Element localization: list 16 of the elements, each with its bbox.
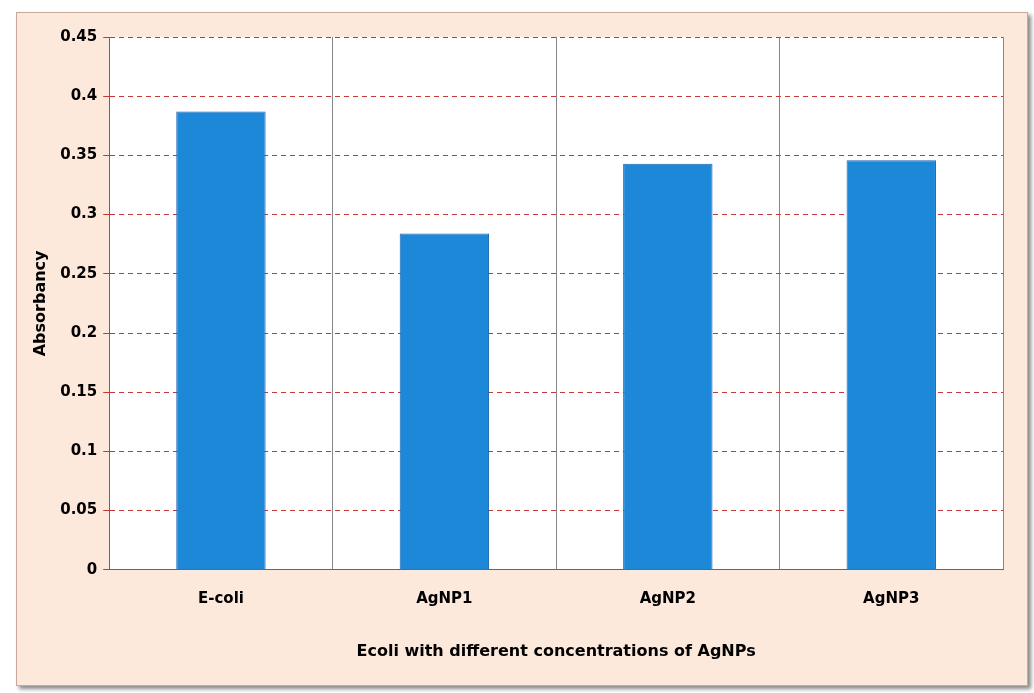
y-tick-label: 0.2 [70,322,98,341]
x-tick-label: E-coli [197,588,244,607]
y-tick-label: 0.05 [60,500,98,519]
y-tick-label: 0.15 [60,382,98,401]
x-tick-label: AgNP1 [416,588,473,607]
y-tick-label: 0 [86,559,98,578]
y-tick-label: 0.45 [60,26,98,45]
y-tick-label: 0.3 [70,204,98,223]
y-tick-label: 0.4 [70,86,98,105]
x-tick-label: AgNP3 [863,588,920,607]
y-tick-label: 0.35 [60,145,98,164]
y-tick-label: 0.25 [60,263,98,282]
y-tick-label: 0.1 [70,441,98,460]
y-axis-title: Absorbancy [29,249,49,357]
x-axis-title: Ecoli with different concentrations of AgNPs [356,640,756,660]
x-tick-label: AgNP2 [639,588,696,607]
